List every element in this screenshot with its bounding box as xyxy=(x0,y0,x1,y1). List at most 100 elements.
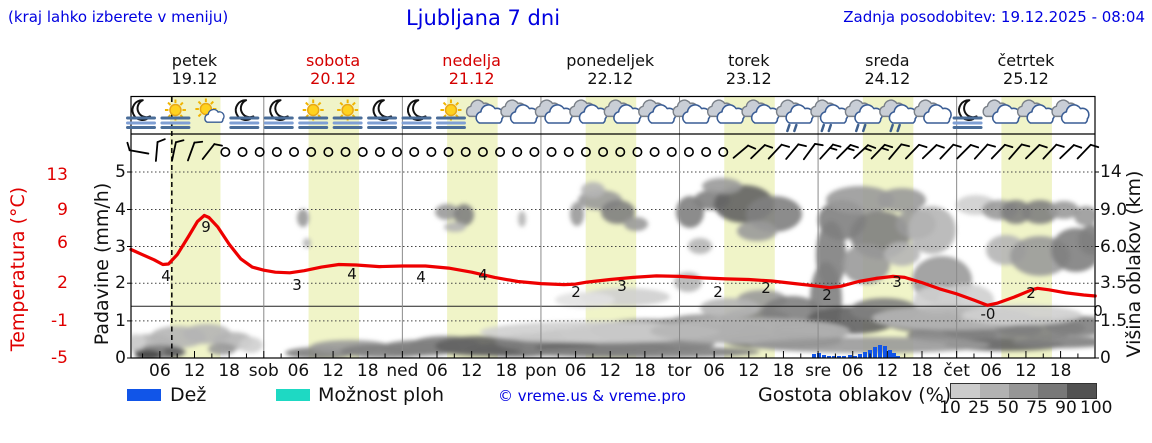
temperature-value-label: 2 xyxy=(1026,284,1036,302)
clouds-icon xyxy=(982,99,1021,124)
hour-label: 18 xyxy=(357,361,379,381)
rain-bar xyxy=(873,347,877,358)
clouds-icon xyxy=(534,99,574,124)
last-update: Zadnja posodobitev: 19.12.2025 - 08:04 xyxy=(843,8,1145,26)
temperature-value-label: 3 xyxy=(292,276,302,294)
calm-wind-icon xyxy=(254,147,265,158)
cloud-density-scale xyxy=(950,383,1097,399)
calm-wind-icon xyxy=(598,147,609,158)
density-tick-label: 90 xyxy=(1055,398,1077,418)
day-header-ponedeljek: ponedeljek 22.12 xyxy=(541,52,679,88)
rain-bar xyxy=(896,356,900,358)
wind-barb-icon xyxy=(836,144,859,160)
wind-barb-icon xyxy=(187,140,204,162)
temp-tick-label: 13 xyxy=(46,165,68,185)
calm-wind-icon xyxy=(306,147,317,158)
moon-fog-icon xyxy=(126,99,156,129)
wind-barb-icon xyxy=(939,143,962,160)
calm-wind-icon xyxy=(340,147,351,158)
day-name: nedelja xyxy=(442,51,501,70)
density-scale-segment xyxy=(1038,384,1067,398)
clouds-icon xyxy=(1016,99,1056,124)
page-title: Ljubljana 7 dni xyxy=(405,6,561,30)
temperature-value-label: 9 xyxy=(201,218,211,236)
temperature-value-label: 4 xyxy=(347,265,357,283)
hour-label: 12 xyxy=(322,361,344,381)
calm-wind-icon xyxy=(237,147,248,158)
moon-fog-icon xyxy=(367,99,398,129)
temperature-value-label: 3 xyxy=(617,277,627,295)
day-header-torek: torek 23.12 xyxy=(680,52,818,88)
day-date: 21.12 xyxy=(448,69,495,88)
day-abbr-label: čet xyxy=(943,361,970,381)
calm-wind-icon xyxy=(615,147,626,158)
wind-barb-icon xyxy=(853,144,877,160)
calm-wind-icon xyxy=(426,147,437,158)
wind-barb-icon xyxy=(154,138,166,162)
sun-fog-icon xyxy=(298,99,329,129)
cloud-height-tick-label: 6.0 xyxy=(1100,236,1128,257)
day-header-petek: petek 19.12 xyxy=(126,52,264,88)
precip-tick-label: 2 xyxy=(115,273,126,294)
wind-barb-icon xyxy=(1008,143,1031,160)
hour-label: 18 xyxy=(634,361,656,381)
precip-tick-label: 1 xyxy=(115,310,126,331)
wind-barb-icon xyxy=(750,144,774,160)
calm-wind-icon xyxy=(392,147,403,158)
wind-barb-icon xyxy=(201,143,223,160)
temp-tick-label: -5 xyxy=(51,348,68,368)
temperature-value-label: 0 xyxy=(1093,302,1103,320)
temp-tick-label: 6 xyxy=(57,233,68,253)
day-abbr-label: sre xyxy=(805,361,831,381)
credit-link[interactable]: © vreme.us & vreme.pro xyxy=(498,387,686,405)
temp-tick-label: -1 xyxy=(51,311,68,331)
temperature-value-label: 2 xyxy=(571,283,581,301)
clouds-icon xyxy=(638,99,677,124)
temperature-line xyxy=(129,213,1097,307)
wind-barb-icon xyxy=(767,143,791,160)
temperature-value-label: 2 xyxy=(822,286,832,304)
day-header-četrtek: četrtek 25.12 xyxy=(957,52,1095,88)
temperature-value-label: 2 xyxy=(713,283,723,301)
day-date: 22.12 xyxy=(587,69,634,88)
cloud-height-tick-label: 1.5 xyxy=(1100,310,1128,331)
hour-label: 06 xyxy=(426,361,448,381)
hour-label: 18 xyxy=(911,361,933,381)
day-abbr-label: ned xyxy=(386,361,418,381)
rain-bar xyxy=(892,353,896,358)
rain-bar xyxy=(812,354,816,358)
hour-label: 12 xyxy=(877,361,899,381)
rain-legend-swatch xyxy=(127,389,161,401)
calm-wind-icon xyxy=(271,147,282,158)
daylight-band xyxy=(308,97,360,358)
cloud-height-tick-label: 3.5 xyxy=(1100,273,1128,294)
showers-legend-swatch xyxy=(276,389,310,401)
calm-wind-icon xyxy=(512,147,523,158)
hour-label: 12 xyxy=(1015,361,1037,381)
density-scale-segment xyxy=(1067,384,1096,398)
clouds-icon xyxy=(500,99,539,124)
rain-legend-label: Dež xyxy=(170,384,207,406)
hour-label: 06 xyxy=(288,361,310,381)
rain-bar xyxy=(832,356,836,358)
wind-barb-icon xyxy=(1059,144,1083,160)
temperature-value-label: -0 xyxy=(981,305,996,323)
clouds-icon xyxy=(603,99,642,124)
wind-barb-icon xyxy=(171,139,185,162)
calm-wind-icon xyxy=(632,147,643,158)
rain-bar xyxy=(837,356,841,358)
cloud-density-label: Gostota oblakov (%) xyxy=(758,384,952,406)
wind-barb-icon xyxy=(1042,143,1065,160)
calm-wind-icon xyxy=(409,147,420,158)
rain-bar xyxy=(888,350,892,358)
rain-bar xyxy=(883,346,887,358)
wind-barb-icon xyxy=(956,144,980,160)
day-date: 23.12 xyxy=(725,69,772,88)
day-date: 25.12 xyxy=(1003,69,1049,88)
day-date: 20.12 xyxy=(310,69,356,88)
clouds-icon xyxy=(465,99,505,124)
sun-fog-icon xyxy=(160,99,191,129)
cloud-height-tick-label: 14 xyxy=(1100,162,1122,182)
hour-label: 12 xyxy=(738,361,760,381)
wind-barb-icon xyxy=(1025,144,1048,160)
